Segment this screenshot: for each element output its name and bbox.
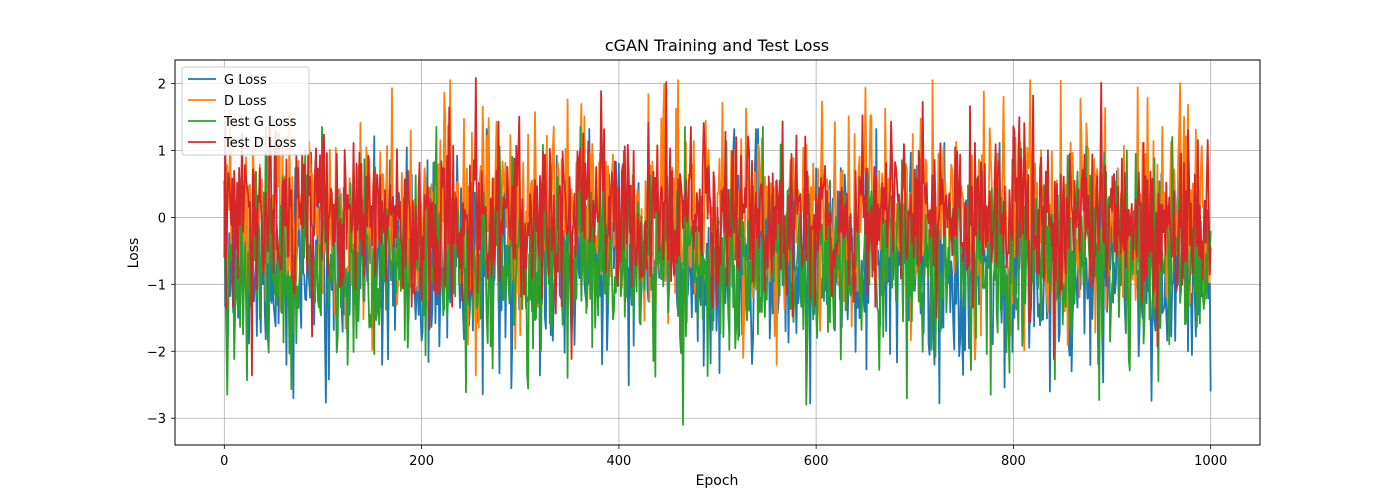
legend-box: [181, 66, 310, 156]
x-tick-label: 200: [409, 454, 434, 469]
series-lines: [223, 77, 1212, 426]
x-tick-label: 600: [804, 454, 829, 469]
legend: G Loss D Loss Test G Loss Test D Loss: [181, 66, 310, 156]
y-tick-label: −2: [147, 345, 166, 360]
y-tick-label: 1: [158, 144, 166, 159]
series-line-4: [223, 77, 1212, 377]
legend-label: Test D Loss: [223, 136, 297, 151]
y-axis-title: Loss: [126, 238, 142, 269]
legend-label: D Loss: [224, 94, 267, 109]
x-tick-label: 800: [1001, 454, 1026, 469]
x-tick-label: 1000: [1194, 454, 1227, 469]
ticks: 0 200 400 600 800 1000 −3 −2 −1 0 1 2: [147, 77, 1227, 469]
x-axis-title: Epoch: [696, 473, 739, 489]
x-tick-label: 400: [606, 454, 631, 469]
y-tick-label: −3: [147, 412, 166, 427]
axes-frame: [174, 59, 1261, 446]
chart-title: cGAN Training and Test Loss: [605, 36, 829, 55]
legend-label: Test G Loss: [223, 115, 297, 130]
y-tick-label: 2: [158, 77, 166, 92]
x-tick-label: 0: [220, 454, 228, 469]
legend-label: G Loss: [224, 73, 267, 88]
y-tick-label: −1: [147, 278, 166, 293]
y-tick-label: 0: [158, 211, 166, 226]
